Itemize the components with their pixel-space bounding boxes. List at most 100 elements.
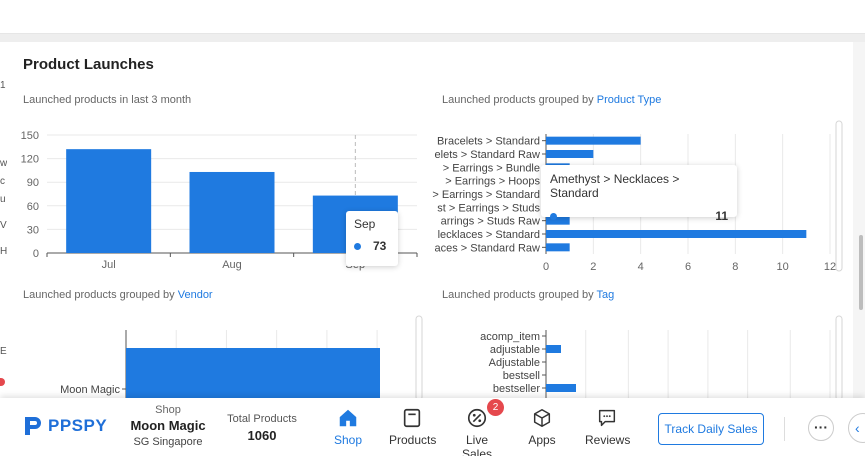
- y-tick-label: > Earrings > Bundle: [443, 162, 540, 174]
- bar: [546, 345, 561, 353]
- chart-subtitle-tag: Launched products grouped by Tag: [442, 289, 615, 301]
- tooltip-value: 73: [373, 239, 387, 253]
- chart-subtitle-vendor: Launched products grouped by Vendor: [23, 289, 213, 301]
- y-tick-label: 90: [27, 177, 39, 189]
- section-title: Product Launches: [23, 56, 154, 73]
- y-tick-label: arrings > Studs Raw: [441, 216, 540, 228]
- ppspy-logo: PPSPY: [22, 414, 107, 438]
- y-tick-label: 120: [21, 154, 39, 166]
- product-type-tooltip: Amethyst > Necklaces > Standard 11: [541, 165, 737, 223]
- top-bar: [0, 0, 865, 34]
- y-tick-label: > Earrings > Hoops: [445, 176, 540, 188]
- bar: [546, 384, 576, 392]
- x-tick-label: 12: [824, 261, 836, 273]
- total-products-value: 1060: [247, 428, 277, 443]
- y-tick-label: elets > Standard Raw: [435, 149, 541, 161]
- track-daily-sales-button[interactable]: Track Daily Sales: [658, 413, 764, 445]
- logo-text: PPSPY: [48, 416, 108, 435]
- cube-icon: [533, 409, 551, 427]
- left-fragment: 1: [0, 80, 6, 91]
- chart-scroll-slider: [415, 315, 423, 400]
- bar: [546, 136, 641, 145]
- nav-label: Products: [389, 433, 437, 447]
- top-divider-band: [0, 34, 865, 42]
- ppspy-logo-icon: [25, 417, 41, 435]
- home-icon: [339, 409, 357, 427]
- tag-bar-chart: acomp_itemadjustableAdjustablebestsellbe…: [480, 315, 843, 400]
- total-products-label: Total Products: [227, 413, 297, 425]
- shop-info-bar: PPSPY Shop Moon Magic SG Singapore Total…: [0, 398, 865, 456]
- shop-info: Shop Moon Magic SG Singapore: [128, 404, 208, 448]
- nav-label: Reviews: [585, 433, 631, 447]
- y-tick-label: 150: [21, 130, 39, 142]
- series-dot-icon: [354, 243, 361, 251]
- x-tick-label: Jul: [102, 259, 116, 271]
- chart-scroll-slider: [835, 315, 843, 400]
- y-tick-label: Bracelets > Standard: [437, 136, 540, 148]
- x-tick-label: 0: [543, 261, 549, 273]
- y-tick-label: bestseller: [493, 383, 540, 395]
- y-tick-label: Moon Magic: [60, 384, 120, 396]
- chat-icon: [598, 409, 616, 427]
- bar: [546, 230, 807, 238]
- chart-subtitle-product-type: Launched products grouped by Product Typ…: [442, 94, 662, 106]
- bar: [546, 216, 570, 225]
- vendor-bar-chart: Moon Magic: [60, 315, 423, 400]
- nav-label: Apps: [528, 433, 556, 447]
- sep-tooltip: Sep 73: [346, 211, 398, 266]
- left-fragment: c: [0, 176, 5, 187]
- x-tick-label: Aug: [222, 259, 242, 271]
- bar: [546, 243, 570, 252]
- y-tick-label: acomp_item: [480, 331, 540, 343]
- x-tick-label: 2: [590, 261, 596, 273]
- x-tick-label: 8: [732, 261, 738, 273]
- nav-shop[interactable]: Shop: [333, 407, 363, 447]
- left-fragment: V: [0, 220, 7, 231]
- nav-live-sales[interactable]: 2 Live Sales: [451, 399, 504, 456]
- collapse-button[interactable]: ‹: [848, 413, 865, 443]
- x-tick-label: 4: [638, 261, 644, 273]
- shop-name: Moon Magic: [130, 418, 206, 433]
- bar: [546, 150, 594, 158]
- nav-label: Shop: [333, 433, 363, 447]
- vendor-link[interactable]: Vendor: [177, 289, 213, 301]
- shop-location: SG Singapore: [133, 436, 203, 448]
- total-products: Total Products 1060: [224, 413, 300, 443]
- left-marker-dot: [0, 378, 5, 386]
- y-tick-label: 30: [27, 224, 39, 236]
- more-options-button[interactable]: ···: [808, 415, 834, 441]
- chart-scroll-slider: [835, 120, 843, 272]
- nav-reviews[interactable]: Reviews: [585, 407, 631, 447]
- y-tick-label: adjustable: [490, 344, 540, 356]
- left-fragment: H: [0, 246, 7, 257]
- shop-label: Shop: [155, 404, 181, 416]
- left-fragment: w: [0, 158, 7, 169]
- page-scrollbar-thumb[interactable]: [859, 235, 863, 310]
- box-outline-icon: [403, 408, 421, 428]
- nav-apps[interactable]: Apps: [527, 407, 557, 447]
- bar-divider: [784, 417, 785, 441]
- left-fragment: E: [0, 346, 7, 357]
- bar: [189, 171, 275, 253]
- y-tick-label: 0: [33, 248, 39, 260]
- tooltip-label: Sep: [354, 217, 376, 231]
- tooltip-value: 11: [715, 209, 728, 223]
- tag-link[interactable]: Tag: [596, 289, 615, 301]
- series-dot-icon: [550, 212, 557, 220]
- y-tick-label: Adjustable: [489, 357, 540, 369]
- tooltip-label: Amethyst > Necklaces > Standard: [550, 172, 680, 200]
- chart-subtitle-last3: Launched products in last 3 month: [23, 94, 192, 106]
- product-type-link[interactable]: Product Type: [596, 94, 662, 106]
- nav-label: Live Sales: [461, 433, 493, 456]
- bar: [66, 149, 152, 253]
- x-tick-label: 10: [777, 261, 789, 273]
- percent-badge-icon: [467, 408, 487, 428]
- live-sales-badge: 2: [487, 399, 504, 416]
- y-tick-label: bestsell: [503, 370, 540, 382]
- left-fragment: u: [0, 194, 6, 205]
- y-tick-label: > Earrings > Standard: [432, 189, 540, 201]
- nav-products[interactable]: Products: [389, 407, 437, 447]
- x-tick-label: 6: [685, 261, 691, 273]
- y-tick-label: 60: [27, 201, 39, 213]
